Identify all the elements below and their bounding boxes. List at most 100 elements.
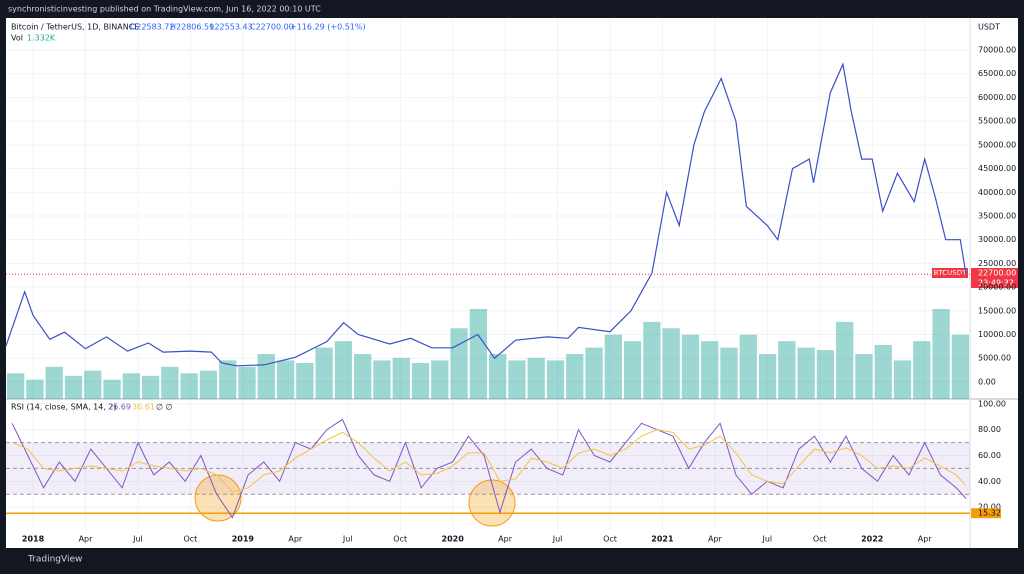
- volume-bar: [816, 350, 835, 399]
- brand: TradingView: [27, 555, 82, 565]
- countdown: 23:49:32: [978, 279, 1014, 288]
- volume-bar: [527, 357, 545, 399]
- price-line: [5, 62, 967, 367]
- volume-bar: [334, 341, 353, 399]
- y-tick-label: 50000.00: [978, 140, 1016, 149]
- x-tick-label: Apr: [708, 535, 723, 544]
- volume-bar: [141, 375, 160, 399]
- volume-bar: [431, 360, 449, 399]
- volume-bar: [797, 347, 815, 399]
- y-tick-label: 35000.00: [978, 211, 1016, 220]
- y-tick-label: 30000.00: [978, 235, 1016, 244]
- volume-bar: [585, 347, 603, 399]
- volume-bar: [411, 363, 430, 399]
- chart-area: [6, 18, 1018, 548]
- change: +116.29 (+0.51%): [290, 23, 366, 32]
- volume-bar: [122, 373, 140, 399]
- volume-bar: [257, 354, 275, 399]
- volume-bar: [7, 373, 25, 399]
- volume-bar: [354, 354, 372, 399]
- y-tick-label: 25000.00: [978, 259, 1016, 268]
- volume-bar: [315, 347, 333, 399]
- y-tick-label: 15000.00: [978, 306, 1016, 315]
- volume-bar: [84, 370, 102, 399]
- volume-bar: [489, 354, 507, 399]
- volume-bar: [64, 375, 83, 399]
- volume-bar: [855, 354, 873, 399]
- y-tick-label: 45000.00: [978, 164, 1016, 173]
- y-tick-label: 65000.00: [978, 69, 1016, 78]
- x-tick-label: 2021: [651, 535, 674, 544]
- volume-bar: [643, 321, 661, 399]
- volume-bar: [450, 328, 468, 399]
- volume-bar: [161, 366, 179, 399]
- volume-bar: [199, 370, 218, 399]
- volume-bar: [778, 341, 796, 399]
- volume-bar: [951, 334, 969, 399]
- price-tag: [971, 268, 1018, 288]
- highlight-circle: [468, 479, 516, 527]
- highlight-circle: [194, 474, 242, 522]
- y-tick-label: 5000.00: [978, 354, 1011, 363]
- volume-bar: [701, 341, 719, 399]
- y-tick-label: 40.00: [978, 477, 1001, 486]
- x-tick-label: Oct: [603, 535, 617, 544]
- x-tick-label: Apr: [79, 535, 94, 544]
- ohlc-open: O22583.72: [130, 23, 174, 32]
- volume-bar: [893, 360, 912, 399]
- volume-bar: [913, 341, 931, 399]
- volume-bar: [373, 360, 391, 399]
- legend-extra: ∅ ∅: [156, 403, 173, 412]
- volume-bar: [26, 379, 44, 399]
- y-tick-label: 55000.00: [978, 117, 1016, 126]
- volume-bar: [45, 366, 63, 399]
- x-tick-label: 2018: [22, 535, 45, 544]
- volume-bar: [180, 373, 198, 399]
- pane-title: RSI (14, close, SMA, 14, 2): [11, 403, 117, 412]
- symbol-tag-text: BTCUSDT: [934, 269, 968, 277]
- volume-bar: [392, 357, 410, 399]
- x-tick-label: Jul: [762, 535, 773, 544]
- last-price-label: 22700.00: [978, 269, 1016, 278]
- level-tag: [971, 508, 1001, 519]
- y-tick-label: 60.00: [978, 451, 1001, 460]
- x-tick-label: Jul: [132, 535, 143, 544]
- volume-bar: [604, 334, 622, 399]
- y-tick-label: 70000.00: [978, 46, 1016, 55]
- x-tick-label: 2019: [232, 535, 255, 544]
- x-tick-label: 2022: [861, 535, 883, 544]
- y-tick-label: 60000.00: [978, 93, 1016, 102]
- ohlc-high: H22806.59: [170, 23, 214, 32]
- x-tick-label: Apr: [918, 535, 933, 544]
- ohlc-low: L22553.43: [210, 23, 253, 32]
- legend-entry: 26.69: [108, 403, 131, 412]
- volume-bar: [566, 354, 584, 399]
- symbol-tag: [932, 268, 968, 278]
- legend-entry: 36.61: [132, 403, 155, 412]
- currency: USDT: [978, 23, 1000, 32]
- y-tick-label: 40000.00: [978, 188, 1016, 197]
- symbol: Bitcoin / TetherUS, 1D, BINANCE: [11, 23, 139, 32]
- volume-bar: [546, 360, 565, 399]
- level-label: 15.32: [978, 509, 1001, 518]
- volume-bar: [623, 341, 642, 399]
- x-tick-label: Jul: [552, 535, 563, 544]
- vol-name: Vol: [11, 34, 23, 43]
- y-tick-label: 10000.00: [978, 330, 1016, 339]
- x-tick-label: Oct: [183, 535, 197, 544]
- volume-bar: [836, 321, 854, 399]
- y-tick-label: 80.00: [978, 425, 1001, 434]
- vol-value: 1.332K: [27, 34, 56, 43]
- volume-bar: [720, 347, 738, 399]
- x-tick-label: Apr: [288, 535, 303, 544]
- x-tick-label: Apr: [498, 535, 513, 544]
- volume-bar: [469, 309, 487, 399]
- volume-bar: [874, 345, 892, 399]
- volume-bar: [758, 354, 777, 399]
- volume-bar: [508, 360, 526, 399]
- volume-bar: [296, 363, 314, 399]
- volume-bar: [219, 360, 237, 399]
- volume-bar: [662, 328, 680, 399]
